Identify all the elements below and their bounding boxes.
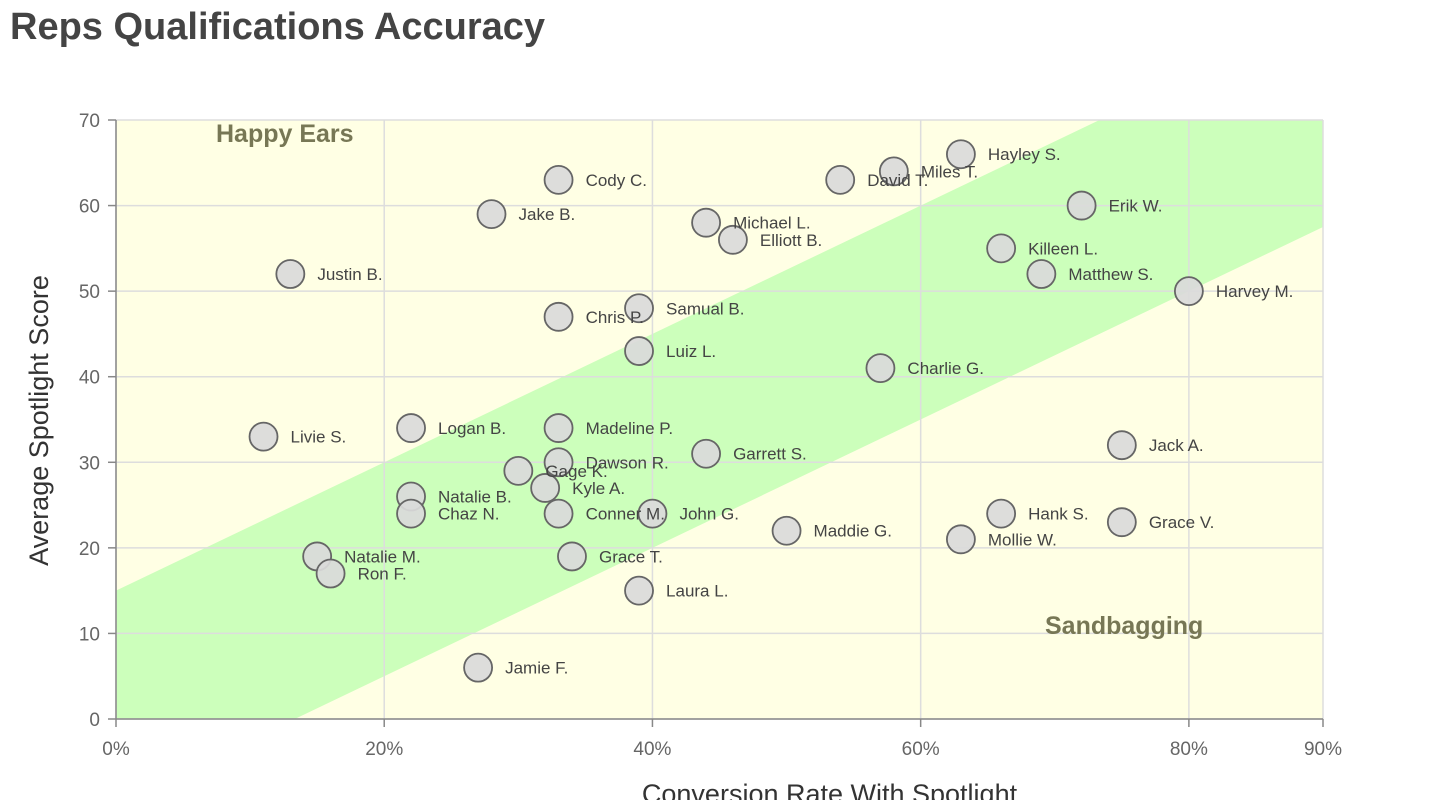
data-point bbox=[396, 413, 426, 443]
data-point-label: Natalie B. bbox=[438, 488, 512, 507]
y-tick-label: 70 bbox=[79, 111, 100, 132]
data-point-label: Samual B. bbox=[666, 299, 744, 318]
accuracy-band bbox=[116, 120, 1323, 719]
data-point-label: Grace T. bbox=[599, 547, 663, 566]
x-tick-label: 0% bbox=[102, 739, 130, 760]
data-point-label: Hank S. bbox=[1028, 505, 1088, 524]
y-tick-label: 60 bbox=[79, 197, 100, 218]
data-point bbox=[878, 156, 909, 187]
data-point-label: Laura L. bbox=[666, 582, 728, 601]
data-point bbox=[771, 515, 802, 546]
point-labels: Hayley S. Miles T.David T. Cody C. Erik W. J… bbox=[291, 145, 1294, 677]
data-point-label: Gage K. bbox=[545, 462, 607, 481]
data-point-label: Harvey M. bbox=[1216, 282, 1293, 301]
data-point-label: Kyle A. bbox=[572, 479, 625, 498]
data-point bbox=[543, 498, 574, 529]
y-tick-label: 40 bbox=[79, 368, 100, 389]
data-point bbox=[691, 207, 721, 238]
data-point bbox=[503, 455, 534, 486]
data-point-label: Garrett S. bbox=[733, 445, 807, 464]
data-point bbox=[1066, 190, 1097, 221]
y-axis-title: Average Spotlight Score bbox=[24, 275, 54, 566]
data-point-label: Matthew S. bbox=[1068, 265, 1153, 284]
data-point bbox=[946, 524, 976, 555]
data-point bbox=[275, 259, 306, 289]
data-points bbox=[248, 139, 1204, 683]
region-label: Sandbagging bbox=[1045, 612, 1203, 640]
y-tick-label: 10 bbox=[79, 624, 100, 645]
data-point bbox=[637, 498, 668, 529]
data-point-label: Hayley S. bbox=[988, 145, 1061, 164]
data-point-label: Chris P. bbox=[586, 308, 644, 327]
data-point-label: Jamie F. bbox=[505, 659, 568, 678]
x-tick-label: 20% bbox=[365, 739, 403, 760]
data-point bbox=[1173, 276, 1204, 307]
data-point-label: Maddie G. bbox=[814, 522, 892, 541]
data-point-label: Logan B. bbox=[438, 419, 506, 438]
y-tick-label: 20 bbox=[79, 539, 100, 560]
region-labels: Happy Ears Sandbagging bbox=[216, 120, 1203, 640]
data-point-label: Justin B. bbox=[317, 265, 382, 284]
data-point bbox=[1106, 430, 1137, 461]
y-tick-label: 50 bbox=[79, 282, 100, 303]
data-point-label: Jack A. bbox=[1149, 436, 1204, 455]
data-point bbox=[825, 164, 856, 195]
data-point-label: Luiz L. bbox=[666, 342, 716, 361]
x-tick-label: 40% bbox=[633, 739, 671, 760]
data-point-label: Michael L. bbox=[733, 214, 810, 233]
region-label: Happy Ears bbox=[216, 120, 354, 148]
data-point-label: Chaz N. bbox=[438, 505, 499, 524]
data-point bbox=[986, 233, 1017, 264]
data-point bbox=[718, 224, 748, 255]
data-point-label: Erik W. bbox=[1109, 197, 1163, 216]
data-point bbox=[1026, 259, 1057, 289]
y-tick-label: 30 bbox=[79, 453, 100, 474]
data-point bbox=[624, 293, 654, 324]
data-point bbox=[543, 413, 574, 443]
data-point bbox=[315, 558, 346, 589]
data-point-label: Grace V. bbox=[1149, 513, 1215, 532]
data-point-label: Madeline P. bbox=[586, 419, 674, 438]
data-point-label: Mollie W. bbox=[988, 530, 1057, 549]
data-point-label: Natalie M. bbox=[344, 547, 421, 566]
data-point-label: John G. bbox=[679, 505, 739, 524]
data-point bbox=[530, 473, 561, 503]
data-point-label: Conner M. bbox=[586, 505, 665, 524]
data-point-label: David T. bbox=[867, 171, 928, 190]
data-point-label: Charlie G. bbox=[907, 359, 984, 378]
data-point bbox=[396, 498, 426, 529]
data-point bbox=[476, 199, 507, 230]
data-point bbox=[946, 139, 976, 170]
data-point bbox=[1106, 507, 1137, 538]
data-point bbox=[463, 652, 494, 683]
data-point-label: Cody C. bbox=[586, 171, 647, 190]
data-point-label: Jake B. bbox=[519, 205, 576, 224]
data-point bbox=[624, 575, 654, 606]
data-point-label: Miles T. bbox=[921, 162, 978, 181]
data-point bbox=[248, 421, 279, 452]
chart-title: Reps Qualifications Accuracy bbox=[10, 6, 546, 48]
data-point bbox=[543, 301, 574, 332]
x-tick-label: 90% bbox=[1304, 739, 1342, 760]
data-point bbox=[691, 438, 721, 469]
x-tick-label: 80% bbox=[1170, 739, 1208, 760]
axes: 0% 20% 40% 60% 80% 90% 0 10 20 30 40 50 60 70 Conversi… bbox=[24, 111, 1342, 800]
data-point-label: Ron F. bbox=[358, 565, 407, 584]
data-point-label: Killeen L. bbox=[1028, 239, 1098, 258]
data-point bbox=[557, 541, 587, 572]
data-point bbox=[543, 164, 574, 195]
data-point-label: Livie S. bbox=[291, 428, 347, 447]
data-point bbox=[543, 447, 574, 478]
data-point-label: Elliott B. bbox=[760, 231, 822, 250]
data-point bbox=[624, 336, 654, 366]
data-point bbox=[986, 498, 1017, 529]
x-axis-title: Conversion Rate With Spotlight bbox=[642, 779, 1018, 800]
data-point bbox=[865, 353, 896, 384]
x-tick-label: 60% bbox=[902, 739, 940, 760]
data-point-label: Dawson R. bbox=[586, 453, 669, 472]
y-tick-label: 0 bbox=[89, 710, 100, 731]
